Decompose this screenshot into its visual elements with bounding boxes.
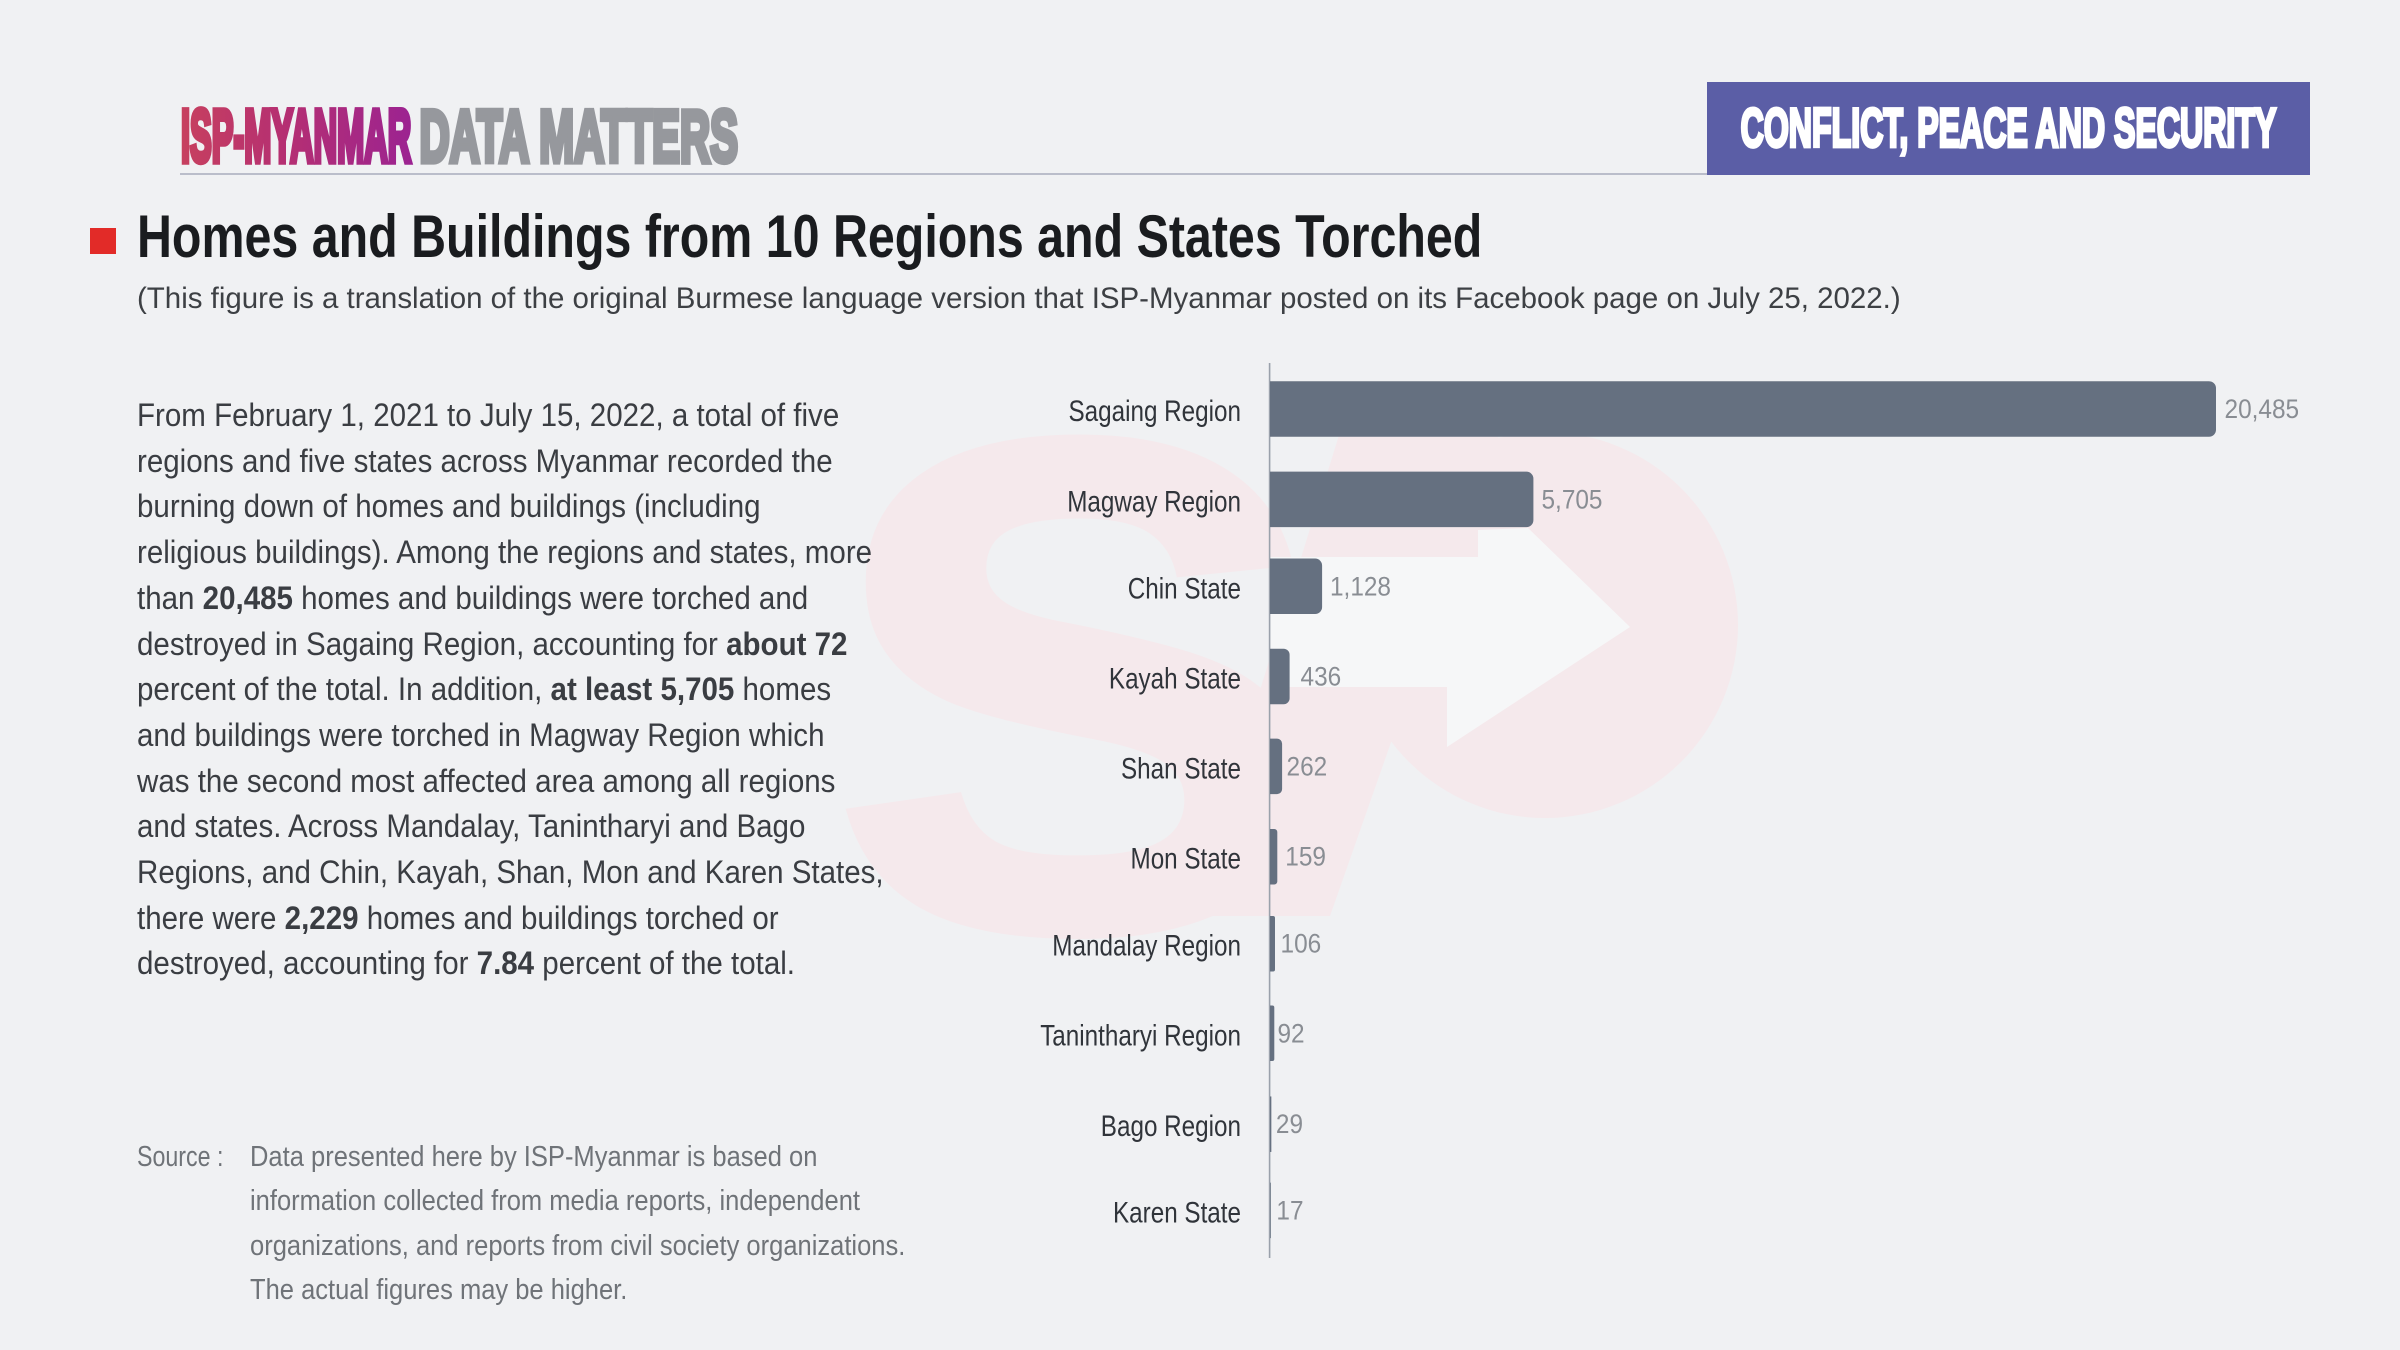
svg-text:92: 92 — [1278, 1018, 1305, 1048]
svg-text:Bago Region: Bago Region — [1101, 1110, 1241, 1143]
svg-text:Shan State: Shan State — [1121, 752, 1241, 785]
svg-text:s: s — [812, 97, 1344, 1125]
svg-text:5,705: 5,705 — [1542, 484, 1603, 514]
svg-text:262: 262 — [1287, 751, 1328, 781]
svg-text:Mandalay Region: Mandalay Region — [1052, 930, 1241, 963]
svg-text:436: 436 — [1301, 662, 1342, 692]
svg-text:Karen State: Karen State — [1113, 1196, 1241, 1229]
svg-text:DATA MATTERS: DATA MATTERS — [420, 95, 738, 177]
svg-text:CONFLICT, PEACE AND SECURITY: CONFLICT, PEACE AND SECURITY — [1741, 96, 2277, 158]
svg-text:20,485: 20,485 — [2225, 394, 2300, 424]
svg-text:ISP-MYANMAR: ISP-MYANMAR — [181, 95, 411, 178]
svg-text:Sagaing Region: Sagaing Region — [1069, 395, 1242, 428]
svg-text:Chin State: Chin State — [1128, 572, 1241, 605]
svg-text:29: 29 — [1276, 1109, 1303, 1139]
svg-text:Kayah State: Kayah State — [1109, 663, 1241, 696]
svg-text:Tanintharyi Region: Tanintharyi Region — [1040, 1019, 1241, 1052]
svg-text:106: 106 — [1281, 929, 1322, 959]
svg-text:17: 17 — [1276, 1195, 1303, 1225]
svg-text:159: 159 — [1285, 842, 1326, 872]
svg-text:Magway Region: Magway Region — [1067, 485, 1241, 518]
svg-text:Mon State: Mon State — [1131, 843, 1242, 876]
svg-text:1,128: 1,128 — [1330, 571, 1391, 601]
